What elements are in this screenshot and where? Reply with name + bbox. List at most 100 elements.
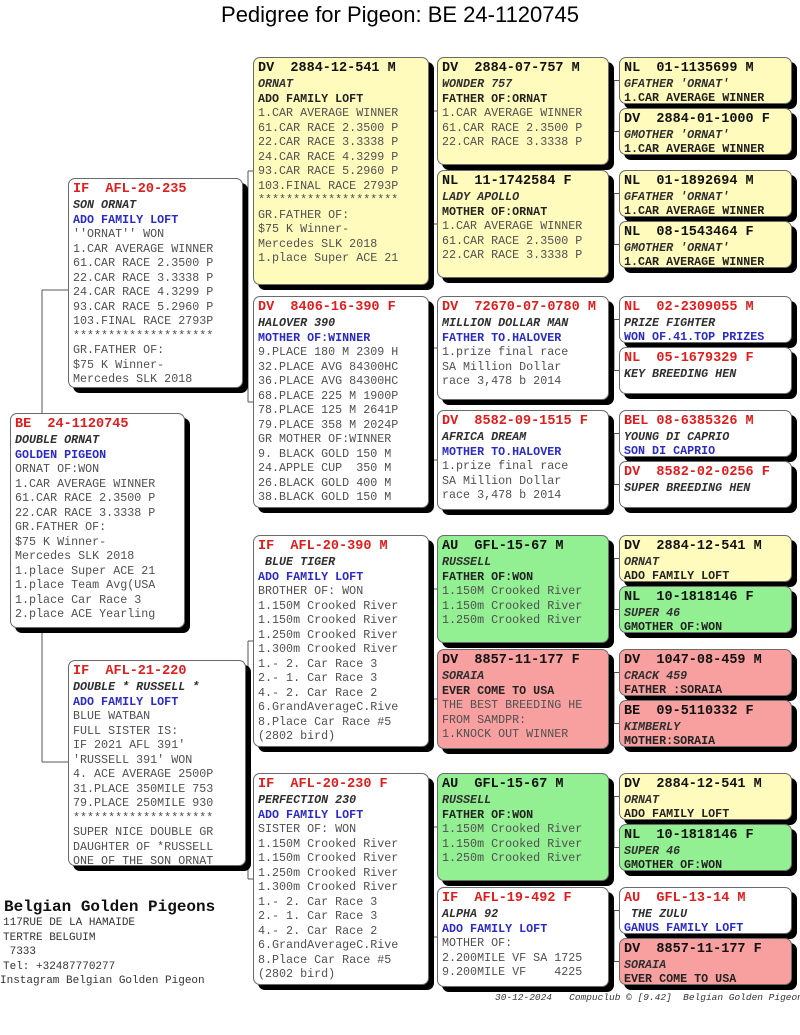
result-line: FULL SISTER IS: — [73, 723, 179, 738]
pigeon-name: WONDER 757 — [442, 77, 513, 91]
breeder-address-line: 117RUE DE LA HAMAIDE — [3, 917, 136, 929]
great-great-grandparent-card[interactable]: BE 09-5110332 F KIMBERLY MOTHER:SORAIA — [619, 700, 792, 747]
ring-number: DV 2884-12-541 M — [624, 539, 762, 554]
pigeon-name: THE ZULU — [624, 907, 688, 921]
info-line: GMOTHER OF:WON — [624, 620, 723, 633]
grandparent-card[interactable]: DV 2884-12-541 M ORNAT ADO FAMILY LOFT 1.CA… — [253, 57, 429, 285]
ring-number: DV 8406-16-390 F — [258, 300, 396, 315]
info-line: 1.CAR AVERAGE WINNER — [624, 142, 765, 155]
result-line: 1.KNOCK OUT WINNER — [442, 727, 569, 741]
pigeon-name: SORAIA — [442, 669, 485, 683]
result-line: 93.CAR RACE 5.2960 P — [73, 299, 214, 314]
info-line: 1.CAR AVERAGE WINNER — [624, 91, 765, 104]
result-line: ******************** — [73, 328, 214, 343]
great-grandparent-card[interactable]: DV 8857-11-177 F SORAIA EVER COME TO USA TH… — [437, 649, 609, 749]
loft-name: ADO FAMILY LOFT — [73, 212, 179, 227]
great-great-grandparent-card[interactable]: BEL 08-6385326 M YOUNG DI CAPRIO SON DI CA… — [619, 410, 792, 457]
result-line: 61.CAR RACE 2.3500 P — [15, 491, 156, 505]
result-line: 22.CAR RACE 3.3338 P — [258, 135, 399, 149]
result-line: 2.- 1. Car Race 3 — [258, 909, 378, 923]
result-line: FROM SAMDPR: — [442, 712, 527, 727]
great-great-grandparent-card[interactable]: DV 2884-12-541 M ORNAT ADO FAMILY LOFT — [619, 535, 792, 582]
result-line: 103.FINAL RACE 2793P — [73, 314, 214, 328]
ring-number: AU GFL-15-67 M — [442, 539, 564, 554]
great-grandparent-card[interactable]: AU GFL-15-67 M RUSSELL FATHER OF:WON 1.150M… — [437, 773, 609, 881]
ring-number: NL 10-1818146 F — [624, 590, 754, 605]
great-great-grandparent-card[interactable]: DV 8582-02-0256 F SUPER BREEDING HEN — [619, 461, 792, 508]
pigeon-name: GFATHER 'ORNAT' — [624, 77, 730, 91]
result-line: 1.150m Crooked River — [442, 836, 583, 851]
ring-number: DV 8857-11-177 F — [442, 653, 580, 668]
result-line: 36.PLACE AVG 84300HC — [258, 374, 399, 388]
great-grandparent-card[interactable]: DV 72670-07-0780 M MILLION DOLLAR MAN FATH… — [437, 296, 609, 400]
parent-card[interactable]: IF AFL-21-220 DOUBLE * RUSSELL * ADO FAMIL… — [68, 660, 246, 866]
great-great-grandparent-card[interactable]: NL 08-1543464 F GMOTHER 'ORNAT' 1.CAR AVER… — [619, 221, 792, 268]
grandparent-card[interactable]: IF AFL-20-390 M BLUE TIGER ADO FAMILY LOF… — [253, 535, 429, 747]
result-line: 1.CAR AVERAGE WINNER — [258, 106, 399, 120]
breeder-address-line: TERTRE BELGUIM — [3, 931, 96, 944]
parent-card[interactable]: IF AFL-20-235 SON ORNAT ADO FAMILY LOFT ''O… — [68, 178, 243, 388]
ring-number: BE 09-5110332 F — [624, 704, 754, 719]
result-line: 68.PLACE 225 M 1900P — [258, 388, 399, 403]
grandparent-card[interactable]: DV 8406-16-390 F HALOVER 390 MOTHER OF:WIN… — [253, 296, 429, 508]
page-title: Pedigree for Pigeon: BE 24-1120745 — [221, 2, 579, 27]
ring-number: AU GFL-13-14 M — [624, 891, 746, 906]
result-line: 103.FINAL RACE 2793P — [258, 178, 399, 193]
result-line: 2.- 1. Car Race 3 — [258, 671, 378, 685]
subject-card[interactable]: BE 24-1120745 DOUBLE ORNAT GOLDEN PIGEON OR… — [10, 413, 185, 628]
result-line: 8.Place Car Race #5 — [258, 714, 392, 729]
great-grandparent-card[interactable]: DV 2884-07-757 M WONDER 757 FATHER OF:ORNA… — [437, 57, 609, 165]
result-line: GR.FATHER OF: — [258, 207, 350, 222]
breeder-address-line: 7333 — [3, 946, 37, 958]
great-great-grandparent-card[interactable]: NL 10-1818146 F SUPER 46 GMOTHER OF:WON — [619, 824, 792, 871]
great-great-grandparent-card[interactable]: NL 01-1135699 M GFATHER 'ORNAT' 1.CAR AVER… — [619, 57, 792, 104]
great-grandparent-card[interactable]: NL 11-1742584 F LADY APOLLO MOTHER OF:ORNA… — [437, 170, 609, 278]
result-line: 78.PLACE 125 M 2641P — [258, 403, 399, 417]
pigeon-name: YOUNG DI CAPRIO — [624, 430, 730, 444]
pigeon-name: SON ORNAT — [73, 198, 137, 212]
great-great-grandparent-card[interactable]: NL 02-2309055 M PRIZE FIGHTER WON OF.41.TO… — [619, 296, 792, 343]
great-great-grandparent-card[interactable]: NL 10-1818146 F SUPER 46 GMOTHER OF:WON — [619, 586, 792, 633]
great-great-grandparent-card[interactable]: DV 2884-01-1000 F GMOTHER 'ORNAT' 1.CAR AV… — [619, 108, 792, 155]
pigeon-name: SUPER 46 — [624, 844, 681, 858]
result-line: 61.CAR RACE 2.3500 P — [442, 233, 583, 248]
ring-number: NL 05-1679329 F — [624, 351, 754, 366]
great-grandparent-card[interactable]: DV 8582-09-1515 F AFRICA DREAM MOTHER TO.H… — [437, 410, 609, 510]
great-great-grandparent-card[interactable]: DV 8857-11-177 F SORAIA EVER COME TO USA — [619, 938, 792, 985]
great-grandparent-card[interactable]: AU GFL-15-67 M RUSSELL FATHER OF:WON 1.150M… — [437, 535, 609, 643]
result-line: 1.- 2. Car Race 3 — [258, 894, 378, 909]
grandparent-card[interactable]: IF AFL-20-230 F PERFECTION 230 ADO FAMILY … — [253, 773, 429, 985]
result-line: 1.CAR AVERAGE WINNER — [442, 106, 583, 120]
great-great-grandparent-card[interactable]: NL 01-1892694 M GFATHER 'ORNAT' 1.CAR AVER… — [619, 170, 792, 217]
pigeon-name: RUSSELL — [442, 555, 492, 569]
ring-number: AU GFL-15-67 M — [442, 777, 564, 792]
great-grandparent-card[interactable]: IF AFL-19-492 F ALPHA 92 ADO FAMILY LOFT MO… — [437, 887, 609, 987]
result-line: 8.Place Car Race #5 — [258, 952, 392, 967]
result-line: 1.CAR AVERAGE WINNER — [15, 476, 156, 491]
result-line: 38.BLACK GOLD 150 M — [258, 490, 392, 504]
ring-number: IF AFL-21-220 — [73, 664, 187, 679]
pigeon-name: DOUBLE ORNAT — [15, 433, 100, 447]
ring-number: IF AFL-20-235 — [73, 182, 187, 197]
result-line: 1.place Team Avg(USA — [15, 578, 156, 592]
ring-number: NL 02-2309055 M — [624, 300, 754, 315]
great-great-grandparent-card[interactable]: AU GFL-13-14 M THE ZULU GANUS FAMILY LOFT — [619, 887, 792, 934]
pigeon-name: LADY APOLLO — [442, 190, 520, 204]
result-line: 4.- 2. Car Race 2 — [258, 923, 378, 938]
great-great-grandparent-card[interactable]: DV 1047-08-459 M CRACK 459 FATHER :SORAIA — [619, 649, 792, 696]
result-line: 1.place Car Race 3 — [15, 592, 142, 607]
result-line: 2.200MILE VF SA 1725 — [442, 950, 583, 965]
result-line: ORNAT OF:WON — [15, 462, 100, 476]
result-line: 31.PLACE 350MILE 753 — [73, 781, 214, 796]
pigeon-name: HALOVER 390 — [258, 316, 336, 330]
breeder-name: Belgian Golden Pigeons — [4, 898, 216, 916]
ring-number: DV 72670-07-0780 M — [442, 300, 596, 315]
breeder-phone: Tel: +32487770277 — [3, 960, 116, 973]
result-line: 9.PLACE 180 M 2309 H — [258, 345, 399, 359]
result-line: GR MOTHER OF:WINNER — [258, 432, 392, 446]
info-line: FATHER :SORAIA — [624, 683, 723, 696]
great-great-grandparent-card[interactable]: DV 2884-12-541 M ORNAT ADO FAMILY LOFT — [619, 773, 792, 820]
great-great-grandparent-card[interactable]: NL 05-1679329 F KEY BREEDING HEN — [619, 347, 792, 394]
info-line: GMOTHER OF:WON — [624, 858, 723, 871]
